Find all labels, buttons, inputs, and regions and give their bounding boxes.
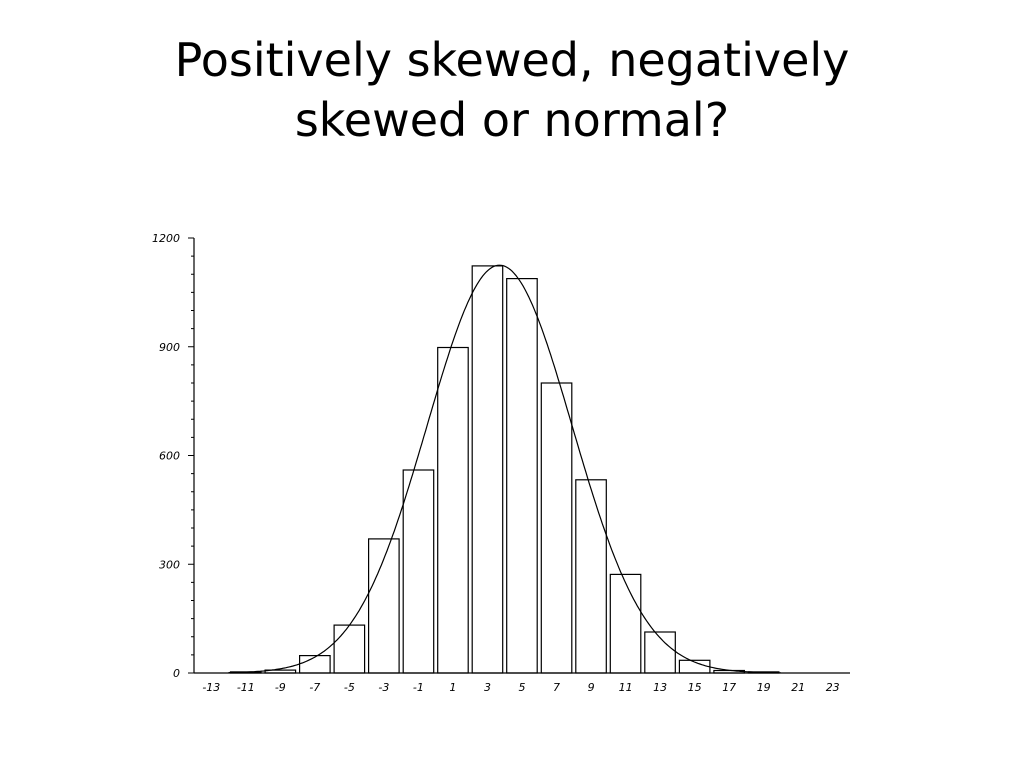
- histogram-bar: [506, 278, 538, 674]
- x-tick-label: 11: [619, 681, 633, 694]
- normal-curve: [228, 264, 781, 674]
- y-tick-label: 900: [159, 341, 180, 354]
- x-tick-label: 13: [653, 681, 667, 694]
- x-tick-label: 21: [791, 681, 805, 694]
- histogram-bar: [540, 382, 573, 674]
- x-tick-label: 15: [688, 681, 702, 694]
- histogram-bar: [333, 624, 366, 674]
- slide-title-line-2: skewed or normal?: [294, 93, 730, 147]
- histogram-bar: [575, 479, 607, 674]
- x-tick-label: 9: [588, 681, 595, 694]
- slide-title-line-1: Positively skewed, negatively: [174, 33, 850, 87]
- x-tick-label: 1: [449, 681, 456, 694]
- histogram-bar: [471, 265, 504, 674]
- x-tick-label: 23: [826, 681, 840, 694]
- slide-title: Positively skewed, negatively skewed or …: [0, 30, 1024, 150]
- y-tick-label: 300: [159, 558, 180, 571]
- histogram-bar: [299, 654, 331, 674]
- y-tick-label: 600: [159, 450, 180, 463]
- x-tick-label: -9: [275, 681, 286, 694]
- histogram-bar: [609, 573, 642, 674]
- x-tick-label: 5: [519, 681, 526, 694]
- histogram-bar: [402, 469, 435, 674]
- x-tick-label: 3: [484, 681, 491, 694]
- x-tick-label: 19: [757, 681, 771, 694]
- y-tick-label: 1200: [152, 232, 180, 245]
- x-tick-label: -5: [344, 681, 355, 694]
- x-tick-label: 17: [722, 681, 736, 694]
- histogram-bar: [437, 346, 469, 674]
- x-tick-label: -3: [378, 681, 389, 694]
- x-tick-label: -1: [413, 681, 424, 694]
- x-tick-label: -11: [237, 681, 255, 694]
- x-tick-label: -13: [202, 681, 220, 694]
- histogram-bar: [644, 631, 676, 674]
- y-tick-label: 0: [173, 667, 180, 680]
- x-tick-label: 7: [553, 681, 560, 694]
- x-tick-label: -7: [309, 681, 320, 694]
